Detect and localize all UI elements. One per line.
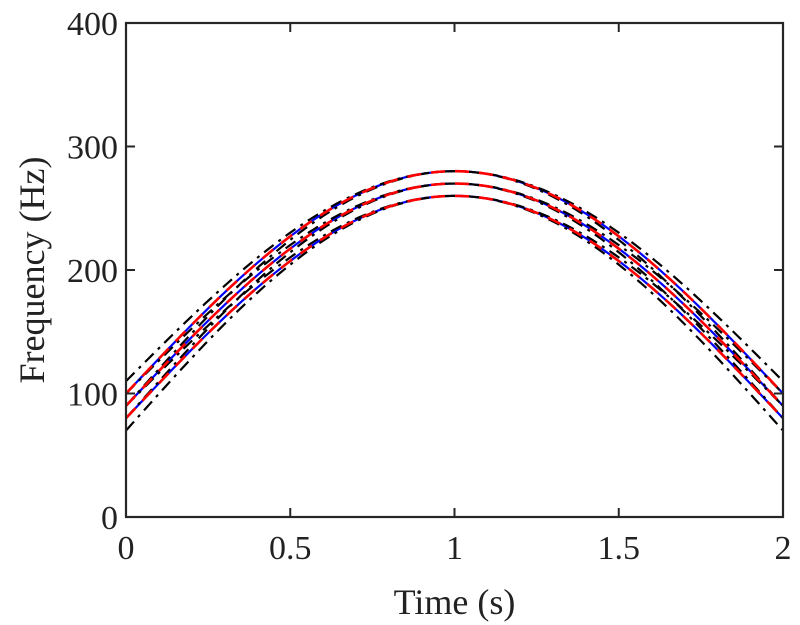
series-line-9 bbox=[125, 194, 784, 432]
series-line-11 bbox=[125, 182, 784, 407]
y-axis-ticks: 0 100 200 300 400 bbox=[67, 6, 783, 537]
series-line-5 bbox=[125, 182, 784, 395]
y-axis-label: Frequency (Hz) bbox=[12, 157, 52, 384]
plot-area-box bbox=[124, 21, 785, 519]
x-tick-label: 0.5 bbox=[269, 530, 312, 567]
series-line-7 bbox=[125, 170, 784, 407]
y-tick-label: 200 bbox=[67, 253, 118, 290]
series-line-6 bbox=[125, 194, 784, 407]
series-line-3 bbox=[125, 194, 784, 419]
series-line-1 bbox=[125, 170, 784, 395]
series-line-12 bbox=[125, 194, 784, 420]
series-line-10 bbox=[125, 169, 784, 395]
y-tick-label: 300 bbox=[67, 130, 118, 167]
x-axis-ticks: 0 0.5 1 1.5 2 bbox=[118, 23, 792, 567]
x-tick-label: 2 bbox=[775, 530, 792, 567]
series-layer bbox=[125, 169, 784, 432]
y-tick-label: 100 bbox=[67, 377, 118, 414]
x-axis-label: Time (s) bbox=[394, 582, 516, 622]
series-line-2 bbox=[125, 182, 784, 407]
x-tick-label: 0 bbox=[118, 530, 135, 567]
x-tick-label: 1 bbox=[446, 530, 463, 567]
x-tick-label: 1.5 bbox=[598, 530, 641, 567]
y-tick-label: 0 bbox=[101, 500, 118, 537]
y-tick-label: 400 bbox=[67, 6, 118, 43]
series-line-4 bbox=[125, 170, 784, 382]
series-line-8 bbox=[125, 182, 784, 419]
